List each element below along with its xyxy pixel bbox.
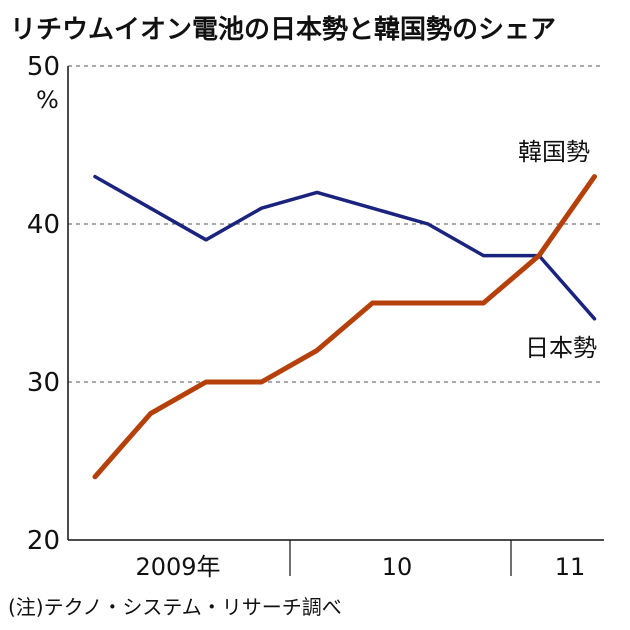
series-lines	[92, 174, 597, 480]
series-label-japan: 日本勢	[525, 334, 597, 362]
x-tick-label: 2009年	[135, 553, 220, 581]
y-tick-label: 50	[27, 52, 60, 82]
chart-title: リチウムイオン電池の日本勢と韓国勢のシェア	[10, 15, 556, 45]
source-note: (注)テクノ・システム・リサーチ調べ	[8, 595, 342, 619]
series-label-korea: 韓国勢	[518, 138, 590, 166]
y-tick-labels: 20 30 40 50	[27, 52, 60, 556]
series-labels: 日本勢 韓国勢	[518, 138, 597, 362]
axes	[67, 66, 604, 576]
series-line-korea	[92, 174, 597, 480]
gridlines	[68, 65, 604, 383]
y-tick-label: 30	[27, 368, 60, 398]
series-line-japan	[93, 174, 597, 321]
x-tick-label: 11	[555, 553, 586, 581]
x-tick-labels: 2009年 10 11	[135, 553, 585, 581]
y-unit-label: %	[36, 86, 59, 114]
x-tick-label: 10	[382, 553, 413, 581]
y-tick-label: 40	[27, 210, 60, 240]
y-tick-label: 20	[27, 526, 60, 556]
